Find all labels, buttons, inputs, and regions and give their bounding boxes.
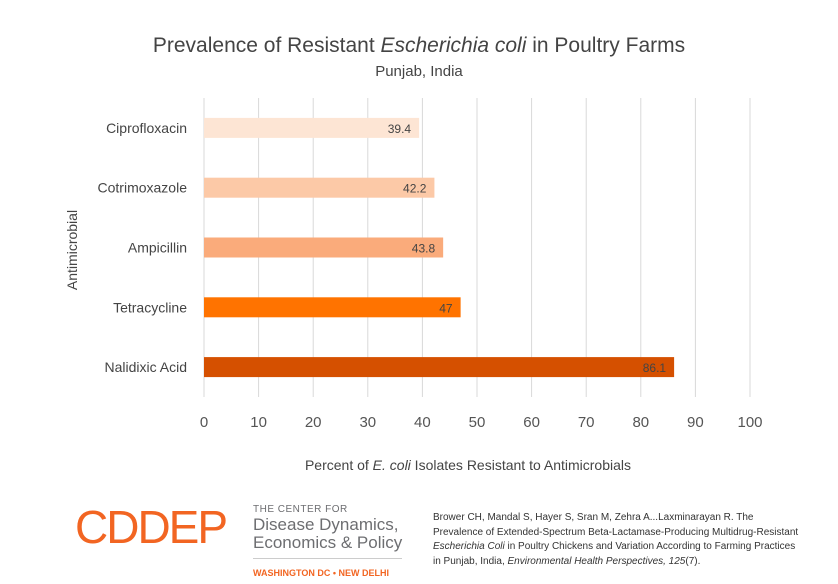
data-label: 47: [439, 301, 453, 315]
category-label: Cotrimoxazole: [98, 180, 188, 196]
org-line1: THE CENTER FOR: [253, 504, 348, 515]
bar: [204, 117, 420, 138]
x-tick-label: 0: [200, 414, 208, 431]
data-label: 39.4: [388, 122, 412, 136]
x-tick-label: 50: [469, 414, 486, 431]
org-line2: Disease Dynamics,: [253, 515, 399, 534]
x-axis-label: Percent of E. coli Isolates Resistant to…: [305, 457, 631, 473]
logo-wordmark: CDDEP: [75, 501, 228, 553]
x-tick-label: 100: [737, 414, 762, 431]
org-location: WASHINGTON DC • NEW DELHI: [253, 558, 403, 582]
bar: [204, 177, 435, 198]
category-label: Tetracycline: [113, 299, 187, 315]
org-name: THE CENTER FOR Disease Dynamics, Economi…: [253, 504, 403, 582]
x-tick-label: 40: [414, 414, 431, 431]
x-tick-label: 90: [687, 414, 704, 431]
data-label: 43.8: [412, 242, 436, 256]
chart-subtitle: Punjab, India: [375, 63, 463, 80]
org-line3: Economics & Policy: [253, 533, 403, 552]
category-label: Nalidixic Acid: [105, 359, 187, 375]
bar: [204, 237, 444, 258]
bar-chart: Prevalence of Resistant Escherichia coli…: [64, 34, 763, 473]
bar: [204, 357, 675, 378]
category-label: Ampicillin: [128, 240, 187, 256]
x-tick-label: 60: [523, 414, 540, 431]
data-label: 86.1: [643, 361, 667, 375]
citation: Brower CH, Mandal S, Hayer S, Sran M, Ze…: [433, 512, 799, 567]
bar: [204, 297, 461, 318]
x-tick-label: 20: [305, 414, 322, 431]
x-tick-label: 70: [578, 414, 595, 431]
x-tick-label: 30: [359, 414, 376, 431]
x-tick-label: 10: [250, 414, 267, 431]
chart-title: Prevalence of Resistant Escherichia coli…: [153, 34, 685, 57]
y-axis-label: Antimicrobial: [64, 210, 80, 290]
x-tick-label: 80: [632, 414, 649, 431]
category-label: Ciprofloxacin: [106, 120, 187, 136]
data-label: 42.2: [403, 182, 427, 196]
